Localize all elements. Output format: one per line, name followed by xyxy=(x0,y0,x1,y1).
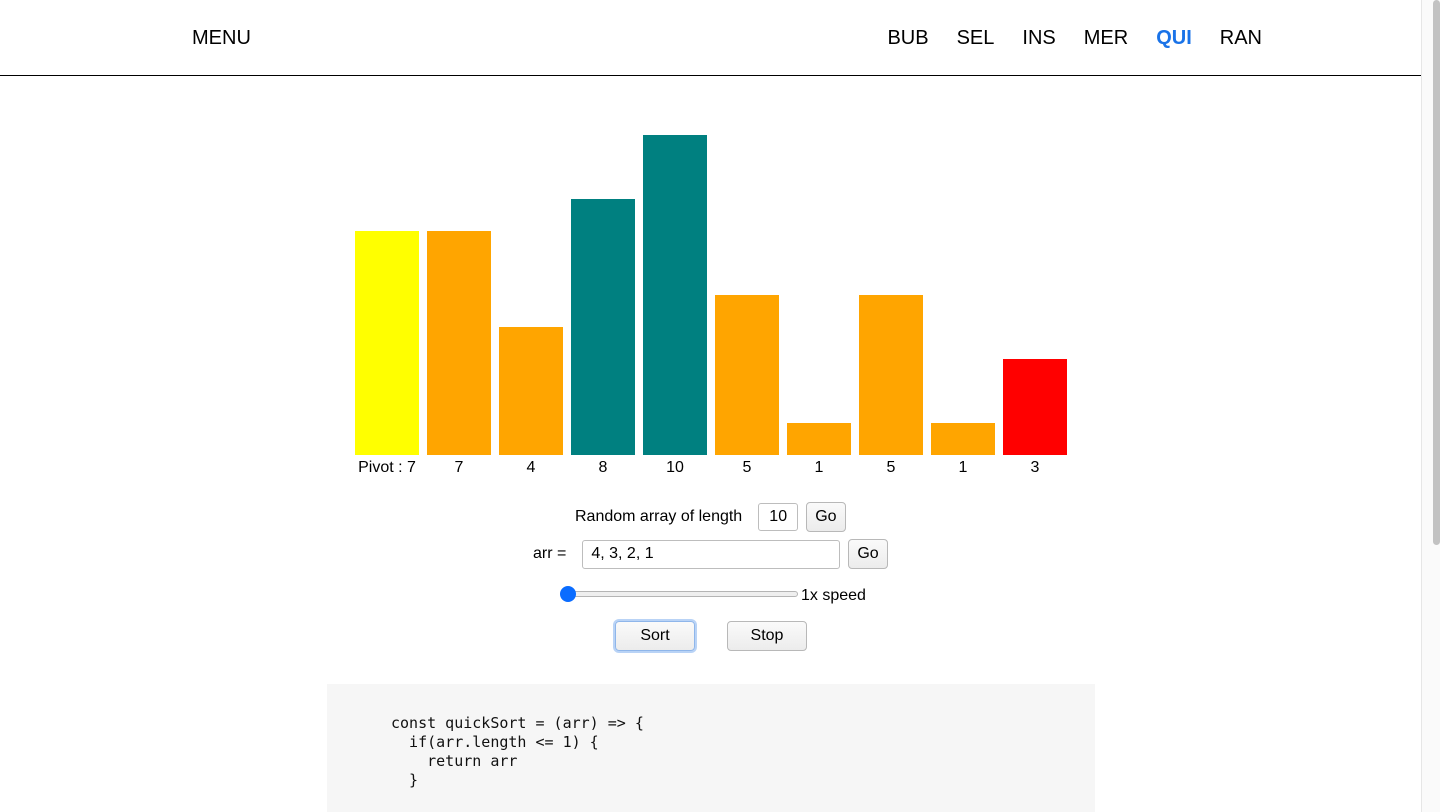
bar-7 xyxy=(859,295,923,455)
nav-item-merge[interactable]: MER xyxy=(1083,27,1129,49)
bar-2 xyxy=(499,327,563,455)
code-block: const quickSort = (arr) => { if(arr.leng… xyxy=(327,684,1095,812)
speed-label: 1x speed xyxy=(801,587,866,604)
bar-8 xyxy=(931,423,995,455)
nav-item-selection[interactable]: SEL xyxy=(956,27,995,49)
code-text: const quickSort = (arr) => { if(arr.leng… xyxy=(391,714,644,789)
arr-label: arr = xyxy=(533,545,567,562)
bar-value-label: 5 xyxy=(742,459,752,476)
bar-5 xyxy=(715,295,779,455)
array-input[interactable] xyxy=(582,539,841,569)
nav-item-random[interactable]: RAN xyxy=(1219,27,1262,49)
menu-button[interactable]: MENU xyxy=(192,27,251,49)
array-length-input[interactable] xyxy=(758,503,799,531)
speed-slider-track[interactable] xyxy=(560,591,798,597)
random-array-row: Random array of length Go xyxy=(575,502,846,532)
bar-value-label: 5 xyxy=(886,459,896,476)
sort-button[interactable]: Sort xyxy=(615,621,695,651)
arr-go-button[interactable]: Go xyxy=(848,539,888,569)
random-go-button[interactable]: Go xyxy=(806,502,846,532)
bar-value-label: 10 xyxy=(666,459,684,476)
bar-1 xyxy=(427,231,491,455)
bar-value-label: 1 xyxy=(958,459,968,476)
random-array-label: Random array of length xyxy=(575,508,743,525)
custom-array-row: arr = Go xyxy=(533,539,888,569)
speed-slider[interactable] xyxy=(560,586,800,602)
stop-button[interactable]: Stop xyxy=(727,621,807,651)
bar-value-label: 4 xyxy=(526,459,536,476)
nav-item-bubble[interactable]: BUB xyxy=(887,27,929,49)
bar-6 xyxy=(787,423,851,455)
bar-9 xyxy=(1003,359,1067,455)
nav-item-quick[interactable]: QUI xyxy=(1156,27,1192,49)
bar-3 xyxy=(571,199,635,455)
speed-slider-thumb[interactable] xyxy=(560,586,576,602)
bar-0 xyxy=(355,231,419,455)
nav-item-insertion[interactable]: INS xyxy=(1022,27,1056,49)
scrollbar-thumb[interactable] xyxy=(1433,0,1440,545)
bar-value-label: 1 xyxy=(814,459,824,476)
algorithm-nav: BUB SEL INS MER QUI RAN xyxy=(859,26,1262,50)
bar-4 xyxy=(643,135,707,455)
bar-chart: Pivot : 7 7 4 8 10 5 1 5 1 3 xyxy=(355,120,1075,490)
header: MENU BUB SEL INS MER QUI RAN xyxy=(0,0,1421,76)
bar-value-label: 7 xyxy=(454,459,464,476)
bar-value-label: 8 xyxy=(598,459,608,476)
pivot-label: Pivot : 7 xyxy=(358,459,416,476)
bar-value-label: 3 xyxy=(1030,459,1040,476)
